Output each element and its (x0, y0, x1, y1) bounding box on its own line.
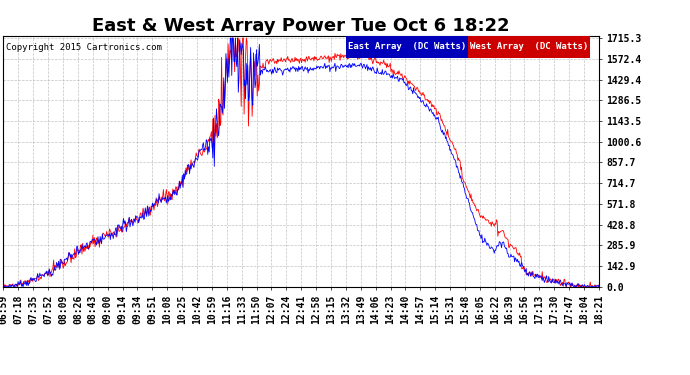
FancyBboxPatch shape (468, 36, 590, 58)
Text: Copyright 2015 Cartronics.com: Copyright 2015 Cartronics.com (6, 43, 162, 52)
FancyBboxPatch shape (346, 36, 468, 58)
Title: East & West Array Power Tue Oct 6 18:22: East & West Array Power Tue Oct 6 18:22 (92, 18, 510, 36)
Text: East Array  (DC Watts): East Array (DC Watts) (348, 42, 466, 51)
Text: West Array  (DC Watts): West Array (DC Watts) (470, 42, 588, 51)
